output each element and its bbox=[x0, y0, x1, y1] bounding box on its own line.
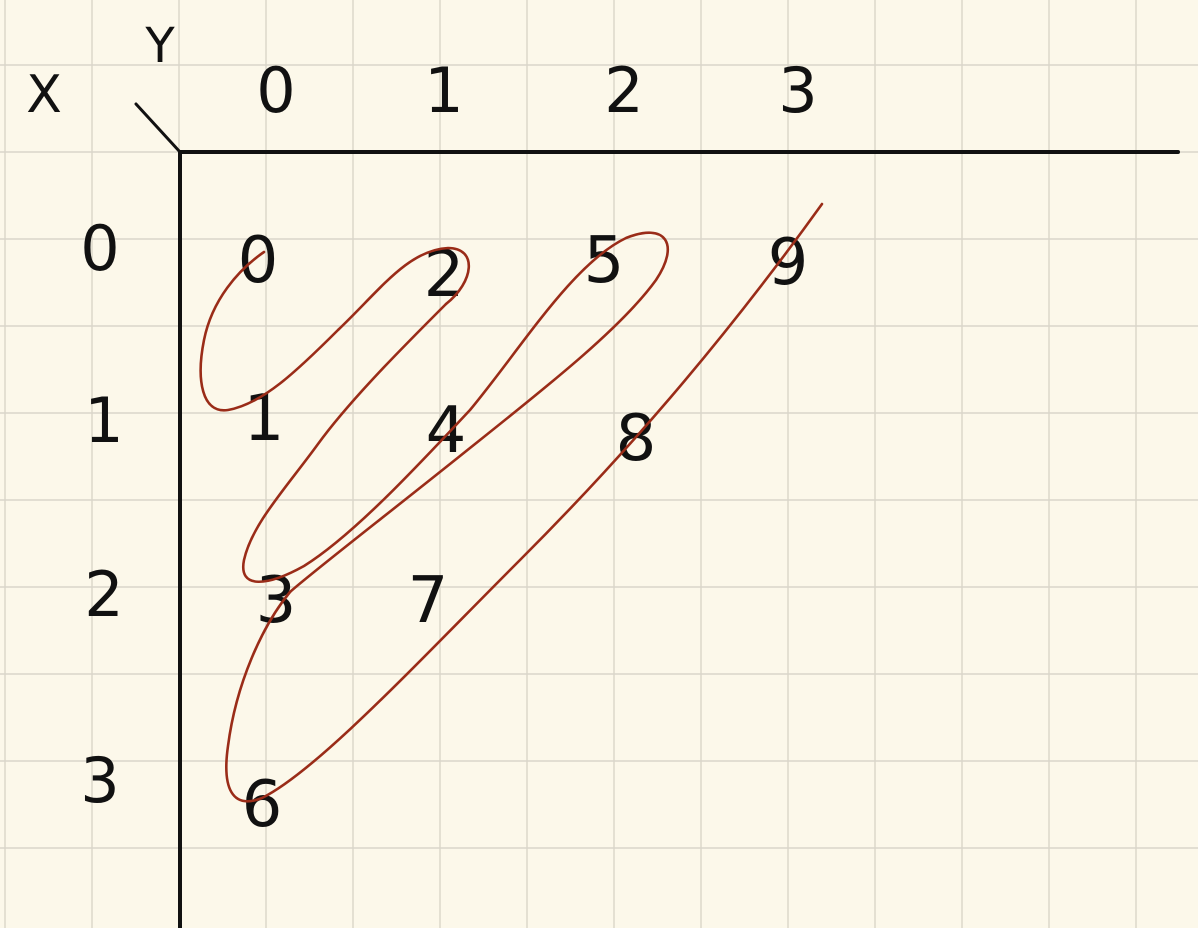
diagonal-trace-1 bbox=[199, 246, 471, 412]
column-header: 2 bbox=[604, 54, 643, 127]
cell-value: 3 bbox=[256, 564, 297, 638]
cell-value: 0 bbox=[238, 224, 279, 298]
cell-value: 6 bbox=[242, 768, 283, 842]
row-header: 0 bbox=[80, 212, 119, 285]
cell-value: 8 bbox=[616, 402, 657, 476]
row-header: 2 bbox=[84, 558, 123, 631]
diagonal-trace-2 bbox=[241, 231, 669, 594]
cell-value: 1 bbox=[244, 382, 285, 456]
row-header: 1 bbox=[84, 384, 123, 457]
row-header: 3 bbox=[80, 744, 119, 817]
corner-divider bbox=[134, 102, 182, 154]
y-axis-label: Y bbox=[144, 18, 175, 74]
diagonal-trace-3 bbox=[225, 202, 824, 803]
column-header: 0 bbox=[256, 54, 295, 127]
column-header: 1 bbox=[424, 54, 463, 127]
column-header: 3 bbox=[778, 54, 817, 127]
x-axis-label: X bbox=[26, 65, 62, 125]
cell-value: 5 bbox=[584, 224, 625, 298]
cell-value: 9 bbox=[768, 226, 809, 300]
diagonal-trace-group bbox=[199, 202, 824, 803]
cell-value: 7 bbox=[408, 564, 449, 638]
